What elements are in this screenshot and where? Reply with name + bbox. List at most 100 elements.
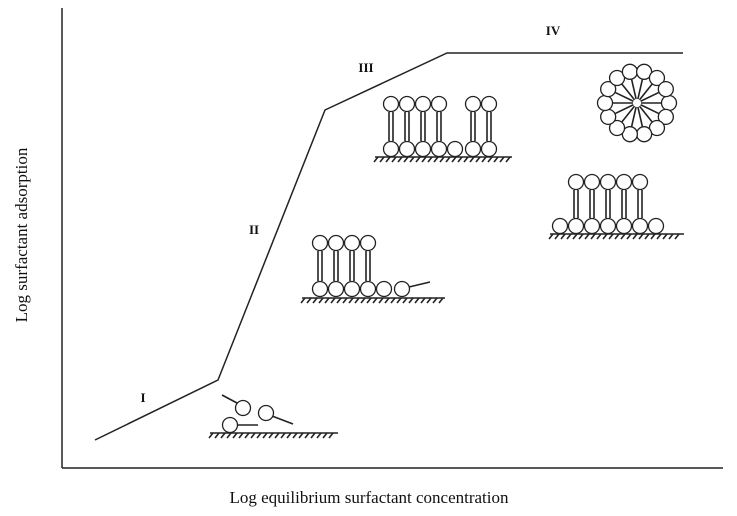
head <box>635 126 653 143</box>
hatch <box>590 233 596 240</box>
hatch <box>674 233 680 240</box>
head <box>647 217 665 235</box>
hatch <box>378 297 384 304</box>
hatch <box>220 432 226 439</box>
head <box>648 119 666 137</box>
hatch <box>300 297 306 304</box>
head <box>359 234 377 252</box>
region-label: III <box>358 60 373 75</box>
hatch <box>322 432 328 439</box>
head <box>359 280 377 298</box>
head <box>343 234 361 252</box>
tail <box>637 106 644 127</box>
head <box>635 63 653 80</box>
head <box>234 399 252 417</box>
hatch <box>396 297 402 304</box>
hatch <box>403 156 409 163</box>
hatch <box>662 233 668 240</box>
hatch <box>584 233 590 240</box>
head <box>382 140 400 158</box>
hatch <box>402 297 408 304</box>
hatch <box>232 432 238 439</box>
hatch <box>256 432 262 439</box>
hatch <box>330 297 336 304</box>
hatch <box>408 297 414 304</box>
hatch <box>336 297 342 304</box>
head <box>343 280 361 298</box>
head <box>621 126 639 143</box>
head <box>567 217 585 235</box>
head <box>596 94 614 112</box>
head <box>551 217 569 235</box>
head <box>621 63 639 80</box>
head <box>583 173 601 191</box>
head <box>393 280 411 298</box>
head <box>480 140 498 158</box>
head <box>464 95 482 113</box>
hatch <box>638 233 644 240</box>
hatch <box>487 156 493 163</box>
hatch <box>310 432 316 439</box>
hatch <box>390 297 396 304</box>
hatch <box>316 432 322 439</box>
head <box>382 95 400 113</box>
head <box>583 217 601 235</box>
head <box>657 80 674 98</box>
hatch <box>427 156 433 163</box>
hatch <box>445 156 451 163</box>
hatch <box>608 233 614 240</box>
hatch <box>397 156 403 163</box>
hatch <box>463 156 469 163</box>
head <box>221 416 239 434</box>
head <box>608 119 626 137</box>
hatch <box>560 233 566 240</box>
hatch <box>298 432 304 439</box>
tail <box>640 104 659 115</box>
hatch <box>262 432 268 439</box>
hatch <box>668 233 674 240</box>
head <box>327 234 345 252</box>
head <box>615 217 633 235</box>
hatch <box>505 156 511 163</box>
hatch <box>268 432 274 439</box>
tail <box>630 79 637 100</box>
hatch <box>614 233 620 240</box>
head <box>631 217 649 235</box>
hatch <box>421 156 427 163</box>
hatch <box>433 156 439 163</box>
hatch <box>280 432 286 439</box>
hatch <box>366 297 372 304</box>
hatch <box>328 432 334 439</box>
tail <box>637 79 644 100</box>
hatch <box>602 233 608 240</box>
tail <box>640 91 659 102</box>
head <box>599 217 617 235</box>
y-axis-label: Log surfactant adsorption <box>12 147 31 322</box>
hatch <box>318 297 324 304</box>
x-axis-label: Log equilibrium surfactant concentration <box>230 488 509 507</box>
head <box>327 280 345 298</box>
hatch <box>306 297 312 304</box>
hatch <box>244 432 250 439</box>
hatch <box>578 233 584 240</box>
tail <box>271 415 294 425</box>
hatch <box>373 156 379 163</box>
hatch <box>554 233 560 240</box>
hatch <box>596 233 602 240</box>
head <box>311 234 329 252</box>
hatch <box>481 156 487 163</box>
head <box>446 140 464 158</box>
isotherm-curve <box>94 52 683 441</box>
region-label: II <box>249 222 259 237</box>
hatch <box>439 156 445 163</box>
head <box>600 80 617 98</box>
head <box>414 95 432 113</box>
head <box>657 108 674 126</box>
tail <box>615 91 634 102</box>
hatch <box>415 156 421 163</box>
hatch <box>238 432 244 439</box>
hatch <box>208 432 214 439</box>
hatch <box>286 432 292 439</box>
tail <box>621 105 636 123</box>
